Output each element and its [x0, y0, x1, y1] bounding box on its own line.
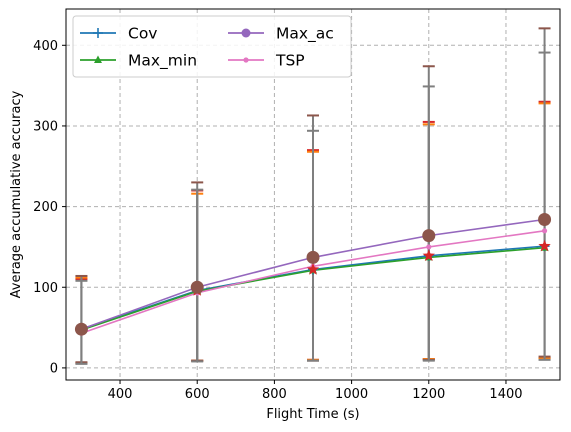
legend-marker-tsp [243, 57, 248, 62]
legend-label-max-min: Max_min [128, 52, 197, 71]
legend-marker-max-ac [242, 29, 251, 38]
highlight-marker-max-ac [307, 251, 320, 264]
y-axis-label: Average accumulative accuracy [9, 90, 24, 298]
y-tick-label: 0 [50, 361, 58, 376]
highlight-marker-max-ac [75, 323, 88, 336]
y-tick-label: 300 [33, 119, 58, 134]
highlight-marker-max-ac [538, 213, 551, 226]
y-tick-label: 200 [33, 200, 58, 215]
x-tick-label: 400 [108, 387, 133, 402]
x-tick-label: 1400 [489, 387, 522, 402]
x-tick-label: 1200 [412, 387, 445, 402]
x-axis-label: Flight Time (s) [266, 407, 359, 422]
marker-tsp [426, 244, 431, 249]
marker-tsp [542, 228, 547, 233]
legend-label-cov: Cov [128, 25, 157, 43]
axis-ticks: 400 600 800 1000 1200 1400 0 100 200 300 400 [33, 39, 522, 402]
highlight-marker-max-ac [422, 229, 435, 242]
legend-label-tsp: TSP [275, 52, 305, 70]
error-bars [75, 28, 550, 364]
y-tick-label: 400 [33, 39, 58, 54]
legend-label-max-ac: Max_ac [276, 25, 334, 44]
y-tick-label: 100 [33, 281, 58, 296]
x-tick-label: 600 [185, 387, 210, 402]
highlight-marker-max-ac [191, 281, 204, 294]
legend: Cov Max_min Max_ac TSP [73, 16, 351, 77]
x-tick-label: 1000 [335, 387, 368, 402]
x-tick-label: 800 [262, 387, 287, 402]
